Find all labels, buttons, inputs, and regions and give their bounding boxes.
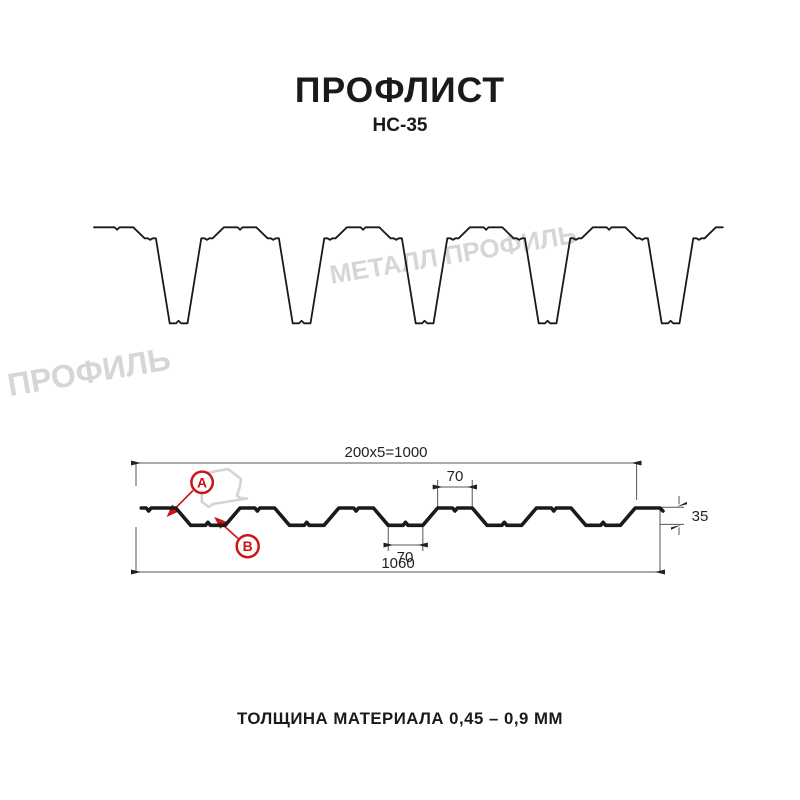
svg-text:70: 70 <box>447 468 464 485</box>
svg-text:70: 70 <box>397 549 414 566</box>
svg-text:200x5=1000: 200x5=1000 <box>345 444 428 461</box>
svg-text:A: A <box>197 474 207 490</box>
svg-text:B: B <box>243 538 253 554</box>
svg-text:35: 35 <box>692 508 709 525</box>
